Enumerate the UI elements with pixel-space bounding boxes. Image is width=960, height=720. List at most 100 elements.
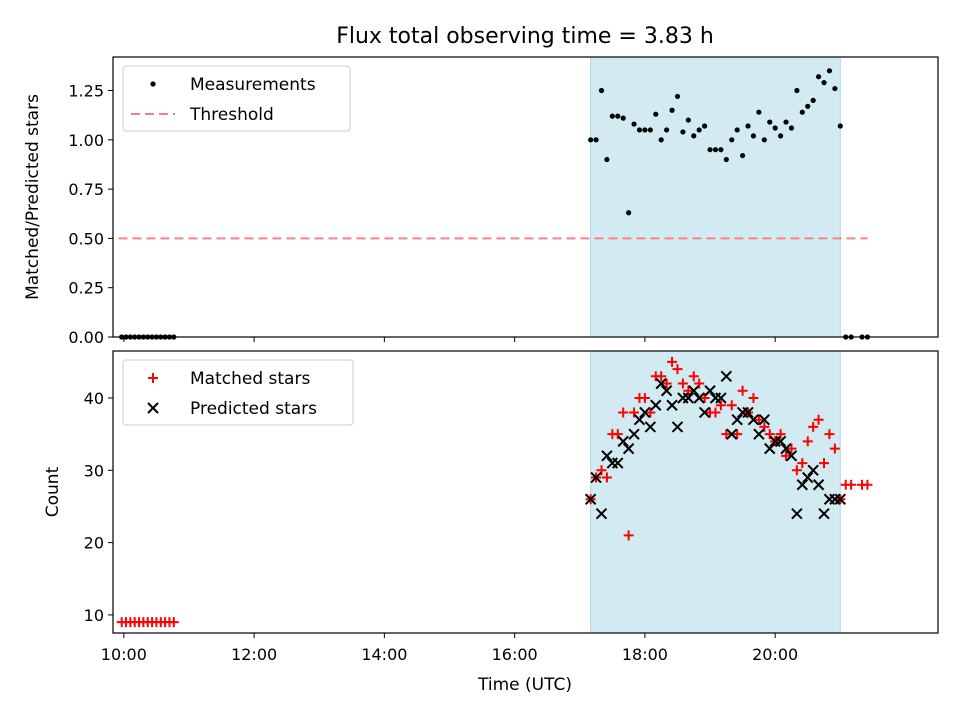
top-measurements-point [604,156,610,163]
bottom-y-tick-label: 10 [84,606,104,625]
top-panel: 0.00 0.25 0.50 0.75 1.00 1.25 Matched/Predicte… [23,56,939,347]
bottom-predicted-stars-point [633,413,646,426]
top-measurements-point [674,93,681,100]
bottom-predicted-stars-point [726,428,738,440]
bottom-predicted-stars-point [715,392,727,404]
top-measurements-point [794,87,800,94]
bottom-predicted-stars-point [812,479,825,491]
top-legend-label: Threshold [189,105,274,125]
bottom-predicted-stars-point [758,413,771,426]
top-y-tick-label: 1.00 [68,131,104,150]
top-measurements-point [821,80,827,86]
bottom-matched-stars-point [737,385,748,396]
top-measurements-point [718,147,724,153]
bottom-matched-stars-point [618,407,629,418]
bottom-predicted-stars-point [753,428,765,440]
bottom-predicted-stars-point [584,493,597,505]
bottom-matched-stars-point [726,400,737,411]
x-tick-label: 10:00 [101,645,147,664]
top-y-tick-label: 1.25 [68,82,104,101]
bottom-legend: Matched stars Predicted stars [122,359,354,426]
bottom-observing-window [590,350,841,634]
bottom-matched-stars-point [683,385,694,396]
top-measurements-point [810,97,816,103]
bottom-y-axis-label: Count [43,466,63,517]
bottom-predicted-stars-point [693,392,705,404]
bottom-y-tick-label: 30 [84,461,104,480]
top-legend-label: Measurements [190,75,316,95]
top-legend-swatch [150,81,156,87]
bottom-matched-stars-point [732,429,743,440]
top-measurements-point [626,210,632,216]
bottom-matched-stars-point [694,378,705,389]
bottom-matched-stars-point [791,465,802,476]
top-measurements-point [647,127,653,133]
top-measurements-point [593,137,599,143]
bottom-matched-stars-point [775,429,786,440]
top-measurements-point [756,109,762,115]
top-measurements-point [615,113,621,119]
top-measurements-point [631,121,637,127]
top-measurements-point [815,74,822,80]
top-legend: Measurements Threshold [122,65,351,132]
top-measurements-point [702,123,708,129]
bottom-predicted-stars-point [650,399,662,411]
top-measurements-point [664,127,670,133]
top-measurements-point [620,115,626,121]
bottom-matched-stars-point [710,407,721,418]
bottom-predicted-stars-point [612,457,624,469]
bottom-predicted-stars-point [595,507,608,520]
top-measurements-point [745,123,751,129]
bottom-legend-label: Matched stars [190,369,310,389]
top-measurements-point [750,133,757,139]
top-frame [112,56,939,338]
bottom-predicted-stars-point [660,385,673,397]
bottom-matched-stars-point [656,371,667,382]
bottom-matched-stars-point [802,436,813,447]
top-measurements-point [734,127,740,133]
bottom-matched-stars-point [808,421,819,432]
bottom-matched-stars-point [721,429,732,440]
top-measurements-point [707,147,713,153]
top-measurements-point [783,119,789,125]
top-measurements-point [837,123,843,129]
bottom-predicted-stars-point [704,385,716,397]
x-tick-label: 16:00 [492,645,538,664]
bottom-predicted-stars-point [742,406,754,419]
top-measurements-point [832,85,838,92]
bottom-matched-stars-point [715,400,726,411]
top-measurements-point [777,133,784,139]
bottom-predicted-stars-point [791,507,803,520]
bottom-matched-stars-point [781,450,792,461]
x-tick-label: 18:00 [622,645,668,664]
top-measurements-point [588,137,594,143]
bottom-matched-stars-point [623,530,634,541]
bottom-matched-stars-point [645,407,656,418]
top-measurements-point [729,137,735,143]
bottom-predicted-stars-point [590,471,602,484]
top-measurements-point [598,87,605,94]
top-y-tick-label: 0.25 [68,279,104,298]
bottom-predicted-stars-point [666,399,678,411]
bottom-legend-swatch [147,402,159,414]
bottom-matched-stars-point [639,393,650,403]
top-measurements-point [788,125,795,131]
bottom-predicted-stars-point [802,471,814,484]
top-measurements-point [799,109,805,115]
bottom-matched-stars-point [786,443,797,454]
bottom-predicted-stars-point [720,370,733,383]
top-measurements-point [685,117,691,123]
bottom-predicted-stars-point [682,392,695,404]
bottom-matched-stars-point [819,458,830,469]
bottom-predicted-stars-point [796,479,809,491]
top-measurements-point [826,68,833,74]
top-measurements-point [772,125,778,131]
top-measurements-point [712,147,719,153]
bottom-predicted-stars-point [601,450,613,462]
bottom-matched-stars-point [629,407,640,418]
bottom-matched-stars-point [824,429,835,440]
x-tick-label: 14:00 [361,645,407,664]
top-y-tick-label: 0.50 [68,229,104,248]
bottom-predicted-stars-point [671,421,684,433]
